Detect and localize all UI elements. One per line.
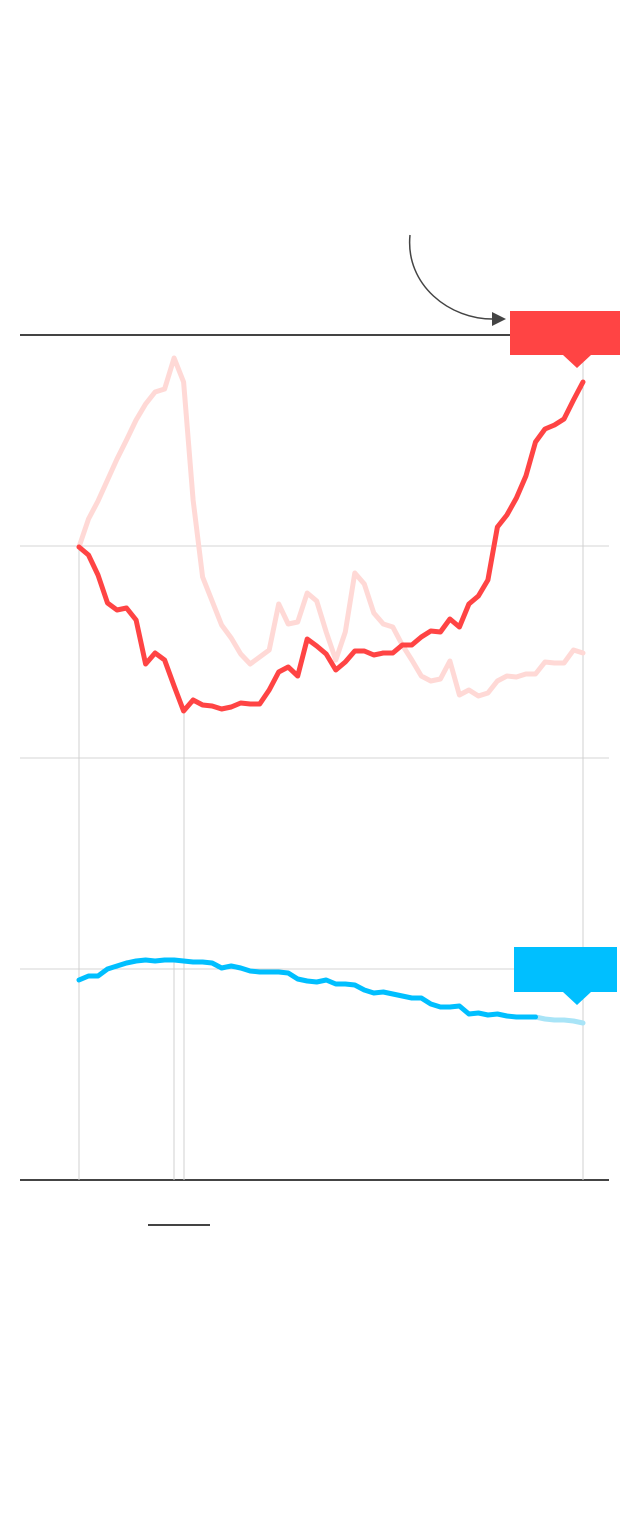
arrow-head bbox=[492, 312, 506, 326]
red-callout bbox=[510, 311, 620, 368]
guides bbox=[78, 360, 584, 1180]
blue-callout bbox=[514, 947, 617, 1005]
series-line bbox=[533, 1014, 586, 1026]
series-line bbox=[76, 355, 586, 699]
grid bbox=[20, 334, 609, 1181]
annotation-arrow bbox=[408, 234, 495, 320]
series-line bbox=[76, 379, 586, 714]
series-line bbox=[76, 957, 538, 1020]
